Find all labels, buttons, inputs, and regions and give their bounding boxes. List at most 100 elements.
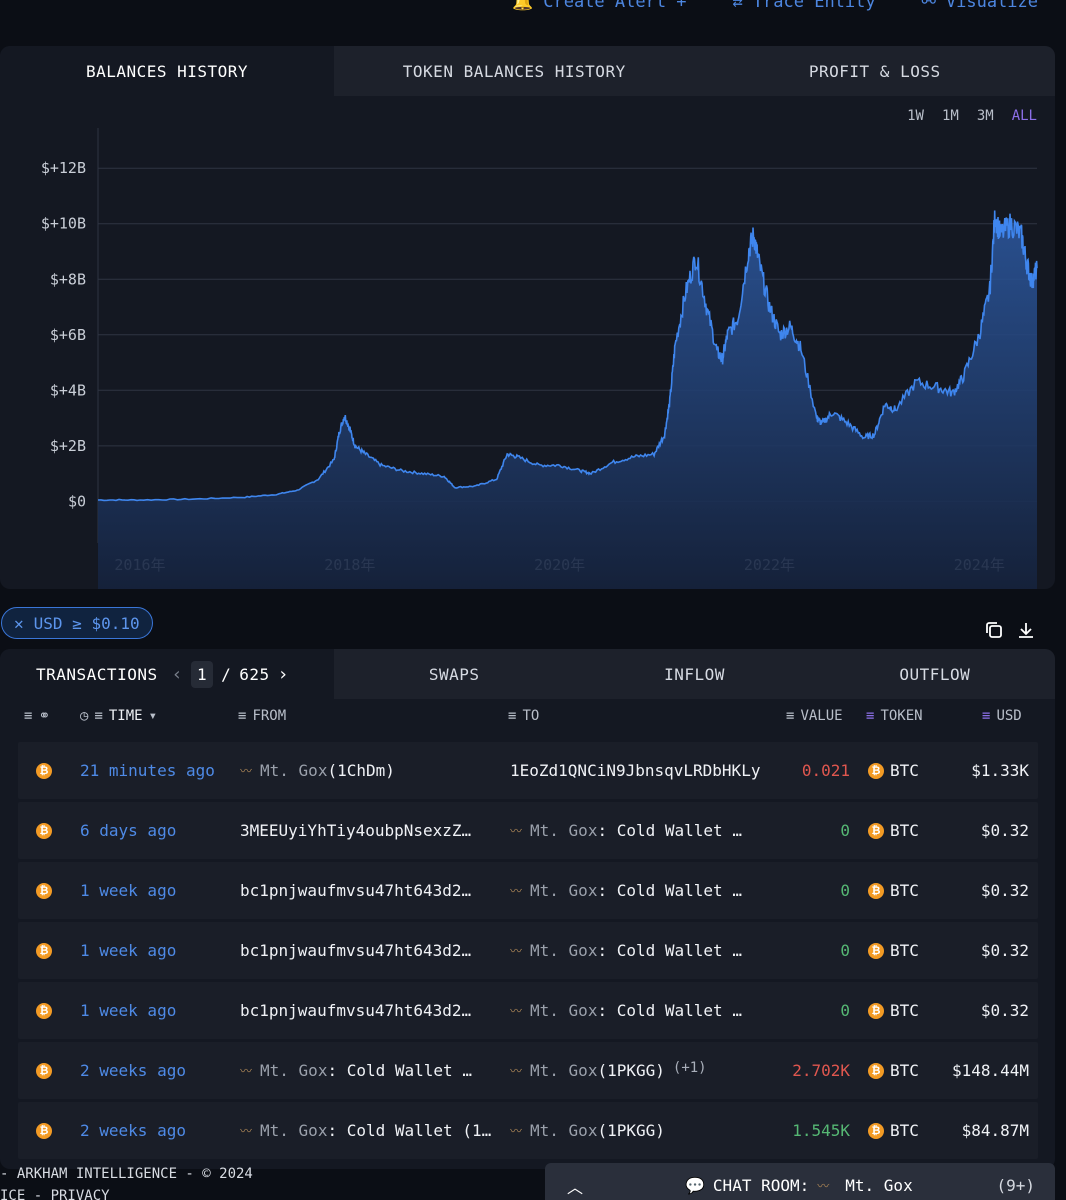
footer-links[interactable]: ICE - PRIVACY	[0, 1188, 110, 1200]
token-cell[interactable]: ₿ BTC	[868, 862, 919, 919]
close-icon[interactable]: ✕	[14, 613, 24, 633]
transactions-panel: TRANSACTIONS ‹ 1 / 625 › SWAPS INFLOW OU…	[0, 649, 1055, 1169]
chat-room-bar[interactable]: ︿ 💬 CHAT ROOM: 〰 Mt. Gox (9+)	[545, 1163, 1055, 1200]
to-cell[interactable]: 〰 Mt. Gox (1PKGG)	[510, 1102, 772, 1159]
col-time[interactable]: ◷ ≡ TIME ▾	[80, 708, 157, 724]
time-cell[interactable]: 1 week ago	[80, 922, 176, 979]
tab-outflow[interactable]: OUTFLOW	[814, 649, 1055, 699]
filter-icon: ≡	[24, 708, 33, 724]
y-tick-label: $+12B	[41, 159, 86, 177]
from-cell[interactable]: 〰 Mt. Gox: Cold Wallet (1…	[240, 1102, 502, 1159]
token-cell[interactable]: ₿ BTC	[868, 742, 919, 799]
table-row[interactable]: ₿ 1 week ago bc1pnjwaufmvsu47ht643d2… 〰 Mt. …	[18, 922, 1038, 979]
to-entity-extra: (1PKGG)	[597, 1121, 665, 1140]
time-cell[interactable]: 1 week ago	[80, 862, 176, 919]
table-row[interactable]: ₿ 2 weeks ago 〰 Mt. Gox: Cold Wallet (1… 〰 Mt…	[18, 1102, 1038, 1159]
token-cell[interactable]: ₿ BTC	[868, 922, 919, 979]
token-cell[interactable]: ₿ BTC	[868, 802, 919, 859]
table-row[interactable]: ₿ 2 weeks ago 〰 Mt. Gox: Cold Wallet … 〰 Mt. …	[18, 1042, 1038, 1099]
from-cell[interactable]: bc1pnjwaufmvsu47ht643d2…	[240, 982, 502, 1039]
col-usd[interactable]: ≡ USD	[982, 708, 1022, 724]
y-tick-label: $+2B	[50, 437, 86, 455]
range-1m[interactable]: 1M	[941, 108, 959, 124]
y-tick-label: $+10B	[41, 215, 86, 233]
chat-icon: 💬	[685, 1176, 705, 1195]
bitcoin-icon: ₿	[36, 942, 52, 959]
token-symbol: BTC	[890, 1001, 919, 1020]
to-cell[interactable]: 〰 Mt. Gox (1PKGG) (+1)	[510, 1042, 772, 1099]
page-separator: /	[221, 664, 232, 684]
download-icon[interactable]	[1016, 620, 1036, 640]
from-cell[interactable]: 〰 Mt. Gox (1ChDm)	[240, 742, 502, 799]
to-extra-count[interactable]: (+1)	[672, 1059, 707, 1076]
copy-icon[interactable]	[984, 620, 1004, 640]
to-cell[interactable]: 〰 Mt. Gox: Cold Wallet …	[510, 802, 772, 859]
chain-cell: ₿	[36, 1102, 52, 1159]
range-all[interactable]: ALL	[1011, 108, 1037, 124]
chevron-left-icon[interactable]: ‹	[171, 663, 183, 685]
from-cell[interactable]: bc1pnjwaufmvsu47ht643d2…	[240, 862, 502, 919]
time-cell[interactable]: 2 weeks ago	[80, 1042, 186, 1099]
y-tick-label: $0	[68, 492, 86, 510]
bitcoin-icon: ₿	[36, 1122, 52, 1139]
y-tick-label: $+6B	[50, 326, 86, 344]
create-alert-link[interactable]: 🔔 Create Alert +	[512, 0, 686, 12]
from-address: bc1pnjwaufmvsu47ht643d2…	[240, 941, 472, 960]
table-row[interactable]: ₿ 6 days ago 3MEEUyiYhTiy4oubpNsexzZ… 〰 Mt. …	[18, 802, 1038, 859]
usd-cell: $148.44M	[952, 1042, 1029, 1099]
tab-inflow[interactable]: INFLOW	[574, 649, 815, 699]
range-1w[interactable]: 1W	[907, 108, 924, 124]
col-token-label: TOKEN	[880, 708, 923, 724]
usd-amount: $1.33K	[971, 761, 1029, 780]
entity-icon: 〰	[510, 1004, 523, 1018]
from-address: bc1pnjwaufmvsu47ht643d2…	[240, 881, 472, 900]
chevron-right-icon[interactable]: ›	[277, 663, 289, 685]
to-cell[interactable]: 〰 Mt. Gox: Cold Wallet …	[510, 922, 772, 979]
bitcoin-icon: ₿	[868, 1062, 884, 1079]
to-entity-extra: : Cold Wallet …	[597, 821, 742, 840]
to-cell[interactable]: 1EoZd1QNCiN9JbnsqvLRDbHKLy	[510, 742, 772, 799]
visualize-link[interactable]: ⚯ Visualize	[922, 0, 1038, 12]
table-row[interactable]: ₿ 1 week ago bc1pnjwaufmvsu47ht643d2… 〰 Mt. …	[18, 862, 1038, 919]
footer: - ARKHAM INTELLIGENCE - © 2024 ICE - PRI…	[0, 1163, 253, 1200]
time-cell[interactable]: 6 days ago	[80, 802, 176, 859]
time-cell[interactable]: 2 weeks ago	[80, 1102, 186, 1159]
current-page[interactable]: 1	[190, 660, 214, 688]
table-tools	[984, 620, 1036, 640]
tab-token-balances-history[interactable]: TOKEN BALANCES HISTORY	[334, 46, 695, 96]
trace-entity-link[interactable]: ⇄ Trace Entity	[733, 0, 876, 12]
table-row[interactable]: ₿ 1 week ago bc1pnjwaufmvsu47ht643d2… 〰 Mt. …	[18, 982, 1038, 1039]
tab-swaps[interactable]: SWAPS	[334, 649, 575, 699]
from-cell[interactable]: 〰 Mt. Gox: Cold Wallet …	[240, 1042, 502, 1099]
time-cell[interactable]: 21 minutes ago	[80, 742, 215, 799]
to-cell[interactable]: 〰 Mt. Gox: Cold Wallet …	[510, 982, 772, 1039]
token-cell[interactable]: ₿ BTC	[868, 982, 919, 1039]
filter-link-column[interactable]: ≡ ⚭	[24, 708, 50, 724]
tab-transactions[interactable]: TRANSACTIONS ‹ 1 / 625 ›	[0, 649, 334, 699]
from-cell[interactable]: 3MEEUyiYhTiy4oubpNsexzZ…	[240, 802, 502, 859]
to-entity-extra: : Cold Wallet …	[597, 1001, 742, 1020]
y-tick-label: $+4B	[50, 381, 86, 399]
token-cell[interactable]: ₿ BTC	[868, 1042, 919, 1099]
value-cell: 2.702K	[792, 1042, 850, 1099]
chevron-up-icon[interactable]: ︿	[567, 1177, 584, 1197]
tab-profit-loss[interactable]: PROFIT & LOSS	[694, 46, 1055, 96]
balance-area-chart[interactable]: $+12B$+10B$+8B$+6B$+4B$+2B$02016年2018年20…	[0, 46, 1055, 589]
range-3m[interactable]: 3M	[976, 108, 994, 124]
time-cell[interactable]: 1 week ago	[80, 982, 176, 1039]
col-from[interactable]: ≡ FROM	[238, 708, 286, 724]
col-value[interactable]: ≡ VALUE	[786, 708, 843, 724]
bitcoin-icon: ₿	[868, 822, 884, 839]
filter-icon: ≡	[866, 708, 875, 724]
token-cell[interactable]: ₿ BTC	[868, 1102, 919, 1159]
col-token[interactable]: ≡ TOKEN	[866, 708, 923, 724]
col-to-label: TO	[522, 708, 540, 724]
entity-icon: 〰	[240, 764, 253, 778]
usd-filter-chip[interactable]: ✕ USD ≥ $0.10	[1, 607, 153, 639]
to-entity-name: Mt. Gox	[530, 821, 598, 840]
from-cell[interactable]: bc1pnjwaufmvsu47ht643d2…	[240, 922, 502, 979]
to-cell[interactable]: 〰 Mt. Gox: Cold Wallet …	[510, 862, 772, 919]
table-row[interactable]: ₿ 21 minutes ago 〰 Mt. Gox (1ChDm) 1EoZd1QNC…	[18, 742, 1038, 799]
col-to[interactable]: ≡ TO	[508, 708, 539, 724]
tab-balances-history[interactable]: BALANCES HISTORY	[0, 46, 334, 96]
